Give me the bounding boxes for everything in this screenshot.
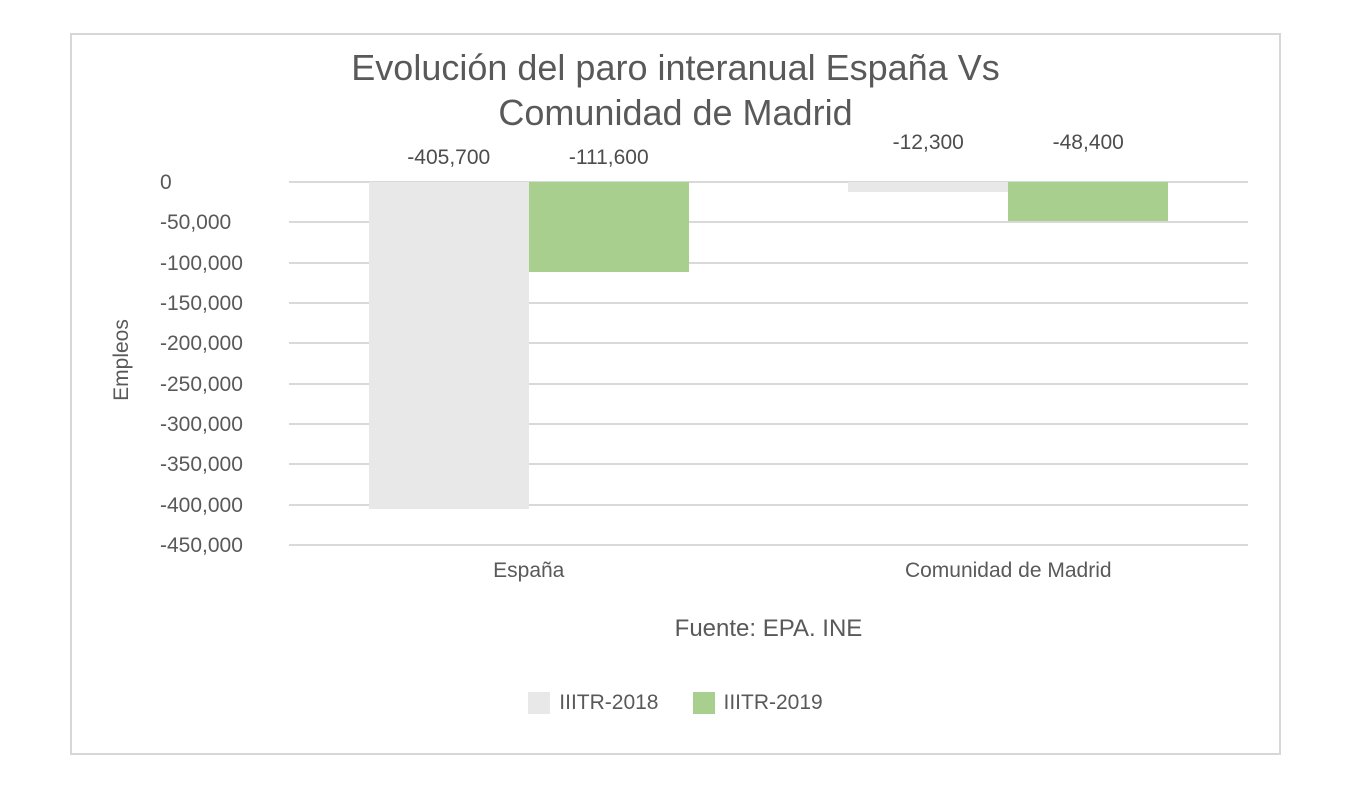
legend-label-iiitr-2019: IIITR-2019 [723,691,823,714]
gridline [289,342,1248,345]
data-labels-layer: -405,700 -111,600 -12,300 -48,400 [72,35,1279,753]
legend-item-iiitr-2018: IIITR-2018 [528,691,659,715]
y-tick-label: -150,000 [160,291,243,315]
category-label: España [493,559,565,582]
chart-title-line2: Comunidad de Madrid [498,92,853,133]
data-label: -48,400 [1052,131,1124,154]
chart: Evolución del paro interanual España Vs … [70,33,1281,755]
gridline [289,503,1248,506]
chart-title-line1: Evolución del paro interanual España Vs [351,47,1000,88]
source-note: Fuente: EPA. INE [674,615,863,642]
data-label: -12,300 [892,131,964,154]
y-tick-label: -300,000 [160,412,243,436]
gridline [289,261,1248,264]
y-tick-label: -450,000 [160,533,243,557]
x-axis-category-labels: España Comunidad de Madrid [72,35,1279,753]
legend-swatch-iiitr-2018-icon [528,692,551,714]
y-tick-label: -400,000 [160,493,243,517]
legend: IIITR-2018 IIITR-2019 [72,691,1279,715]
legend-item-iiitr-2019: IIITR-2019 [692,691,823,715]
y-tick-label: -200,000 [160,332,243,356]
chart-title: Evolución del paro interanual España Vs … [72,45,1279,135]
y-tick-label: -350,000 [160,453,243,477]
gridline [289,181,1248,183]
gridline [289,221,1248,224]
y-tick-label: -250,000 [160,372,243,396]
gridlines-layer [72,35,1279,753]
bars-layer [72,35,1279,753]
y-tick-label: -100,000 [160,251,243,275]
bar [1008,182,1169,222]
gridline [289,382,1248,385]
gridline [289,422,1248,425]
gridline [289,543,1248,546]
category-label: Comunidad de Madrid [904,559,1112,582]
legend-label-iiitr-2018: IIITR-2018 [559,691,659,714]
legend-swatch-iiitr-2019-icon [692,692,715,714]
gridline [289,463,1248,466]
bar [848,182,1009,192]
bar [368,182,529,510]
data-label: -405,700 [407,146,491,169]
data-label: -111,600 [568,146,649,169]
gridline [289,301,1248,304]
y-tick-label: -50,000 [160,211,232,235]
bar [528,182,689,273]
y-tick-label: 0 [160,171,172,194]
y-axis-tick-labels: 0 -50,000 -100,000 -150,000 -200,000 -250,000… [72,35,1279,753]
